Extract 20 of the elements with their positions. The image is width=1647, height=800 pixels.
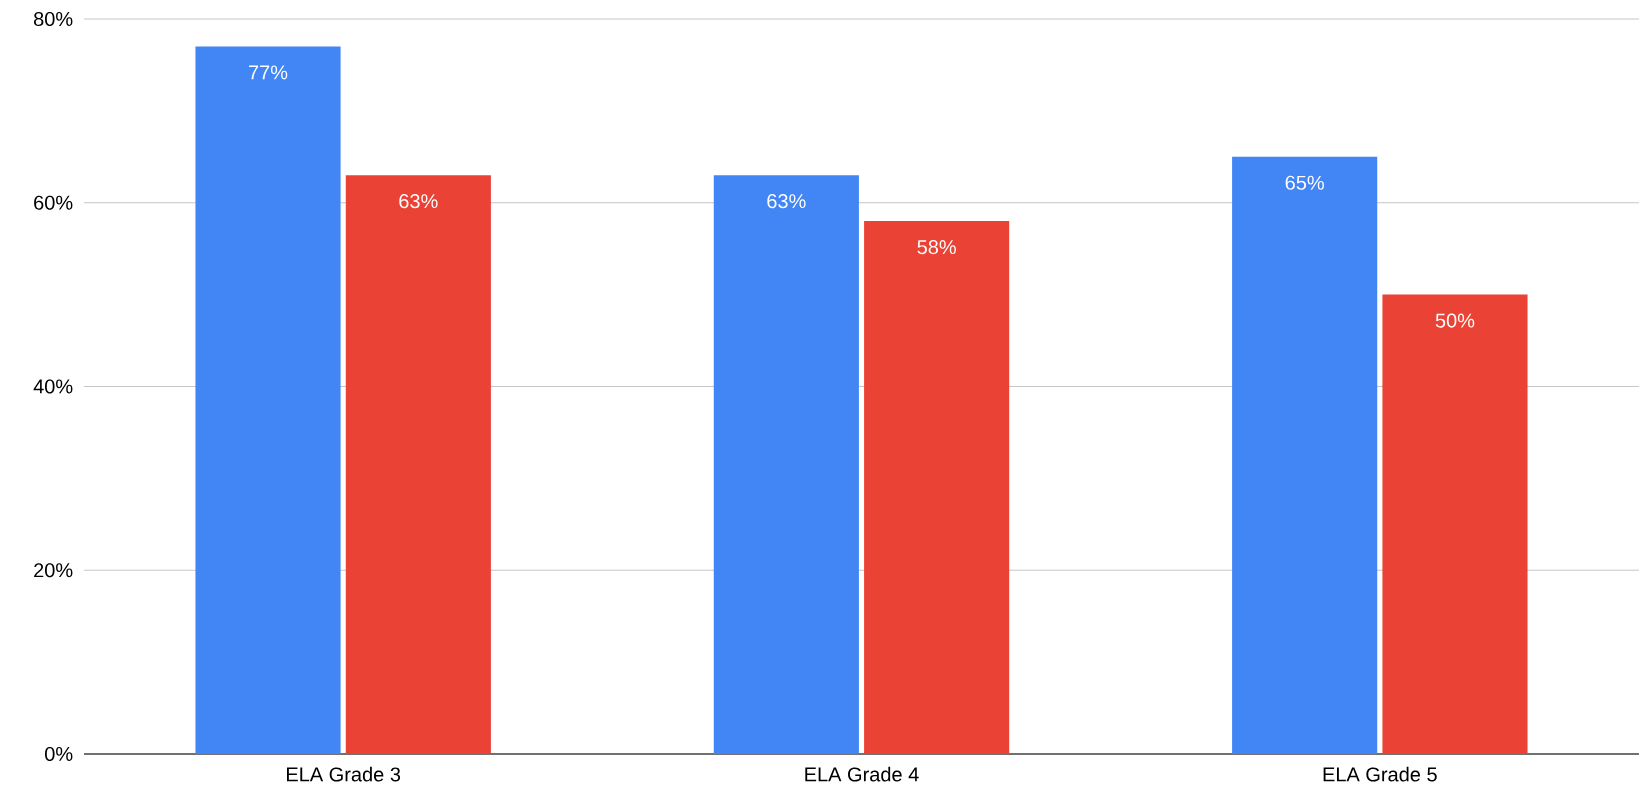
bar [713,175,859,754]
bar [864,221,1010,754]
x-tick-label: ELA Grade 3 [287,766,401,782]
y-tick-label: 0% [45,746,73,762]
y-tick-label: 60% [34,195,73,210]
y-tick-label: 80% [33,11,73,27]
bar [345,175,491,754]
data-label: 63% [399,194,438,209]
bar [195,46,341,754]
x-tick-label: ELA Grade 4 [805,766,919,782]
y-tick-label: 20% [34,563,73,578]
x-tick-label: ELA Grade 5 [1323,766,1437,782]
data-label: 63% [767,194,806,209]
data-label: 65% [1285,175,1324,190]
y-tick-label: 40% [33,379,73,394]
bar [1382,294,1528,754]
data-label: 77% [249,65,288,80]
bar [1232,156,1378,754]
data-label: 58% [917,239,956,255]
data-label: 50% [1435,313,1475,328]
